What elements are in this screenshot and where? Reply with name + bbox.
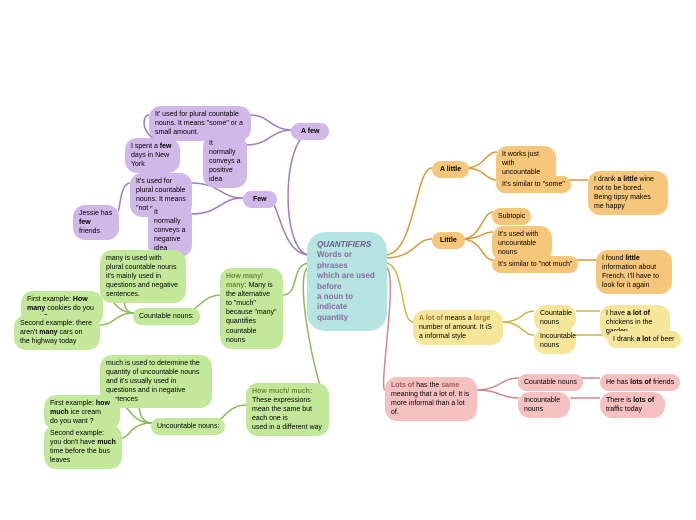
little-example: I found little information about French.… bbox=[596, 250, 672, 294]
alittle-title: A little bbox=[440, 166, 461, 173]
little-title: Little bbox=[440, 237, 457, 244]
center-text2: which are used before bbox=[317, 271, 377, 292]
lots-c2-ex: There is lots of traffic today bbox=[600, 392, 665, 418]
little-node: Little bbox=[432, 232, 465, 249]
howmany-node: How many/ many: Many is the alternative … bbox=[220, 268, 283, 349]
afew-node: A few bbox=[291, 123, 329, 140]
alittle-example: I drank a little wine not to be bored. B… bbox=[588, 171, 668, 215]
few-example: Jessie has few friends bbox=[73, 205, 119, 240]
alot-c2: Incountable nouns bbox=[534, 328, 576, 354]
center-text1: Words or phrases bbox=[317, 250, 377, 271]
lots-node: Lots of has the same meaning that a lot … bbox=[385, 377, 477, 421]
howmany-ex2: Second example: there aren't many cars o… bbox=[14, 315, 100, 350]
alot-node: A lot of means a large number of amount.… bbox=[413, 310, 503, 345]
little-note2: It's similar to "not much" bbox=[492, 256, 578, 273]
howmany-child-note: many is used with plural countable nouns… bbox=[100, 250, 186, 303]
center-node: QUANTIFIERS Words or phrases which are u… bbox=[307, 232, 387, 331]
lots-c1: Countable nouns bbox=[518, 374, 583, 391]
howmuch-child: Uncountable nouns: bbox=[151, 418, 225, 435]
center-title: QUANTIFIERS bbox=[317, 240, 377, 250]
few-node: Few bbox=[243, 191, 277, 208]
howmuch-ex2: Second example: you don't have much time… bbox=[44, 425, 122, 469]
alot-c2-ex: I drank a lot of beer bbox=[607, 331, 681, 348]
center-text4: quantity bbox=[317, 313, 377, 323]
alittle-node: A little bbox=[432, 161, 469, 178]
little-sub: Subtopic bbox=[492, 208, 531, 225]
howmuch-title: How much/ much: bbox=[252, 387, 323, 396]
lots-c2: Incountable nouns bbox=[518, 392, 570, 418]
afew-note2: It normally conveys a positive idea bbox=[203, 135, 247, 188]
howmany-body: Many is the alternative to "much" becaus… bbox=[226, 282, 277, 344]
afew-example: I spent a few days in New York bbox=[125, 138, 180, 173]
howmuch-body1: These expressions mean the same but each… bbox=[252, 396, 323, 423]
center-text3: a noun to indicate bbox=[317, 292, 377, 313]
howmuch-body2: used in a different way bbox=[252, 423, 323, 432]
alittle-note2: It's similar to "some" bbox=[496, 176, 571, 193]
lots-c1-ex: He has lots of friends bbox=[600, 374, 680, 391]
howmuch-node: How much/ much: These expressions mean t… bbox=[246, 383, 329, 436]
afew-title: A few bbox=[301, 128, 319, 135]
few-title: Few bbox=[253, 196, 267, 203]
howmany-child: Countable nouns: bbox=[133, 308, 200, 325]
